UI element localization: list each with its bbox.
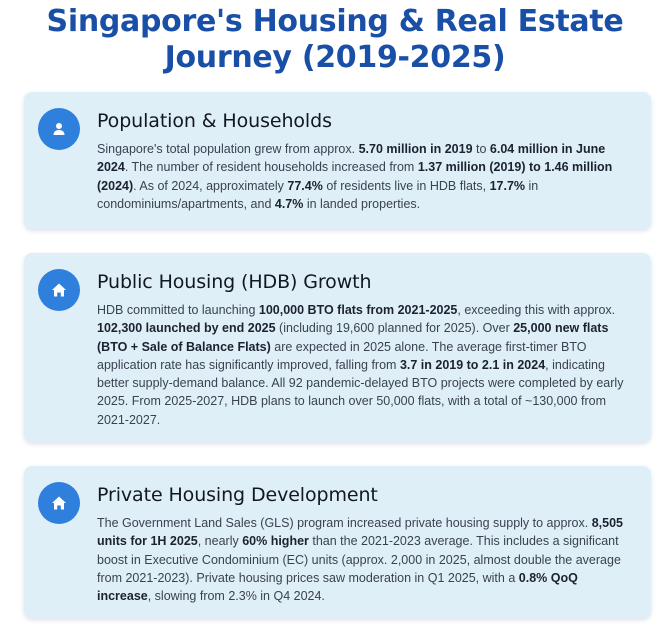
- page-title: Singapore's Housing & Real Estate Journe…: [46, 4, 624, 75]
- highlight-text: 3.7 in 2019 to 2.1 in 2024: [399, 357, 546, 372]
- card-population-households: Population & Households Singapore's tota…: [24, 92, 651, 229]
- highlight-text: 0.8% QoQ increase: [97, 570, 578, 604]
- body-text: Singapore's total population grew from a…: [97, 142, 359, 156]
- highlight-text: 1.37 million (2019) to 1.46 million (202…: [97, 160, 613, 193]
- highlight-text: 6.04 million in June 2024: [97, 142, 606, 175]
- body-text: The Government Land Sales (GLS) program …: [97, 516, 592, 530]
- highlight-text: 8,505 units for 1H 2025: [97, 516, 623, 549]
- body-text: , exceeding this with approx.: [457, 303, 616, 317]
- house-icon: [38, 269, 80, 311]
- card-body: HDB committed to launching 100,000 BTO f…: [97, 301, 633, 429]
- highlight-text: 25,000 new flats (BTO + Sale of Balance …: [97, 321, 609, 354]
- body-text: in landed properties.: [303, 196, 421, 211]
- highlight-text: 4.7%: [274, 196, 304, 211]
- card-body: Singapore's total population grew from a…: [97, 140, 633, 213]
- body-text: HDB committed to launching: [97, 303, 259, 317]
- body-text: in condominiums/apartments, and: [97, 178, 539, 211]
- card-title: Private Housing Development: [97, 484, 378, 506]
- highlight-text: 60% higher: [242, 534, 309, 549]
- body-text: , nearly: [197, 534, 243, 549]
- highlight-text: 5.70 million in 2019: [358, 142, 473, 156]
- body-text: of residents live in HDB flats,: [322, 178, 490, 193]
- highlight-text: 100,000 BTO flats from 2021-2025: [258, 303, 458, 317]
- body-text: . As of 2024, approximately: [133, 178, 288, 193]
- body-text: (including 19,600 planned for 2025). Ove…: [275, 321, 514, 336]
- body-text: are expected in 2025 alone. The average …: [97, 339, 587, 372]
- card-title: Public Housing (HDB) Growth: [97, 271, 372, 293]
- card-public-housing: Public Housing (HDB) Growth HDB committe…: [24, 253, 651, 442]
- card-body: The Government Land Sales (GLS) program …: [97, 514, 633, 605]
- body-text: to: [472, 142, 490, 156]
- highlight-text: 102,300 launched by end 2025: [97, 321, 276, 336]
- body-text: , indicating better supply-demand balanc…: [97, 357, 624, 427]
- body-text: . The number of resident households incr…: [124, 160, 418, 175]
- highlight-text: 77.4%: [287, 178, 323, 193]
- body-text: than the 2021-2023 average. This include…: [97, 534, 621, 585]
- card-private-housing: Private Housing Development The Governme…: [24, 466, 651, 618]
- person-icon: [38, 108, 80, 150]
- card-title: Population & Households: [97, 110, 332, 132]
- house-icon: [38, 482, 80, 524]
- body-text: , slowing from 2.3% in Q4 2024.: [147, 589, 325, 604]
- highlight-text: 17.7%: [489, 178, 526, 193]
